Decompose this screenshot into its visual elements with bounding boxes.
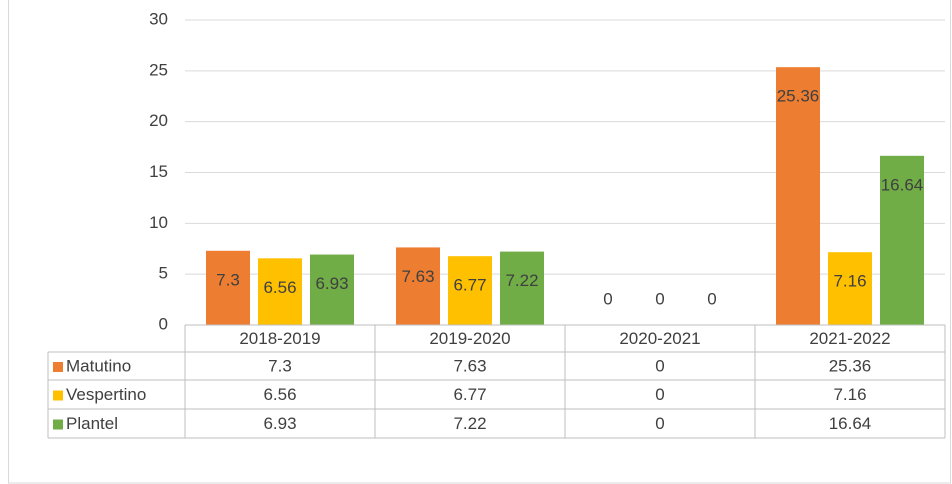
legend-label: Vespertino — [66, 385, 146, 404]
bar — [396, 247, 440, 325]
data-label: 0 — [707, 289, 716, 308]
bar — [258, 258, 302, 325]
y-tick-label: 15 — [149, 162, 168, 181]
data-label: 6.56 — [263, 278, 296, 297]
y-tick-label: 20 — [149, 111, 168, 130]
table-cell: 25.36 — [829, 356, 872, 375]
x-tick-label: 2018-2019 — [239, 329, 320, 348]
x-tick-label: 2021-2022 — [809, 329, 890, 348]
bar — [828, 252, 872, 325]
y-tick-label: 25 — [149, 60, 168, 79]
data-label: 7.3 — [216, 270, 240, 289]
bar — [206, 250, 250, 325]
bar — [310, 254, 354, 325]
data-label: 7.22 — [505, 271, 538, 290]
table-cell: 6.56 — [263, 385, 296, 404]
legend-label: Plantel — [66, 414, 118, 433]
bar — [500, 251, 544, 325]
y-tick-label: 5 — [159, 264, 168, 283]
y-tick-label: 0 — [159, 314, 168, 333]
data-label: 25.36 — [777, 87, 820, 106]
table-cell: 0 — [655, 385, 664, 404]
legend-key — [53, 390, 63, 401]
data-label: 7.63 — [401, 267, 434, 286]
table-cell: 0 — [655, 356, 664, 375]
y-tick-label: 30 — [149, 9, 168, 28]
chart-frame — [8, 0, 951, 484]
table-cell: 7.63 — [453, 356, 486, 375]
y-tick-label: 10 — [149, 213, 168, 232]
data-label: 16.64 — [881, 175, 924, 194]
data-label: 6.93 — [315, 274, 348, 293]
table-cell: 6.77 — [453, 385, 486, 404]
table-cell: 7.3 — [268, 356, 292, 375]
table-cell: 7.22 — [453, 414, 486, 433]
legend-key — [53, 419, 63, 430]
x-tick-label: 2019-2020 — [429, 329, 510, 348]
legend-label: Matutino — [66, 356, 131, 375]
bar — [880, 155, 924, 325]
table-cell: 6.93 — [263, 414, 296, 433]
x-tick-label: 2020-2021 — [619, 329, 700, 348]
table-cell: 7.16 — [833, 385, 866, 404]
data-label: 0 — [655, 289, 664, 308]
legend-key — [53, 362, 63, 372]
table-cell: 0 — [655, 414, 664, 433]
data-label: 7.16 — [833, 272, 866, 291]
bar — [448, 256, 492, 325]
bar — [776, 67, 820, 325]
table-cell: 16.64 — [829, 414, 872, 433]
data-label: 0 — [603, 289, 612, 308]
data-label: 6.77 — [453, 276, 486, 295]
